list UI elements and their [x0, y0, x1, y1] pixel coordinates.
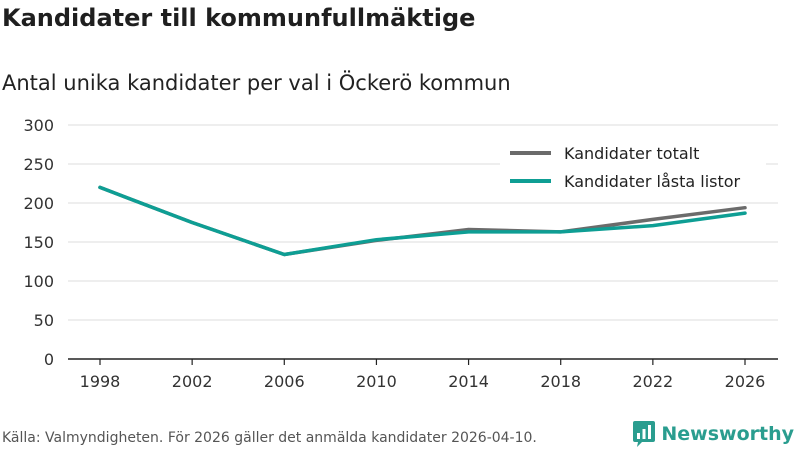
y-tick-label: 250 [23, 155, 54, 174]
y-axis-labels: 0 50 100 150 200 250 300 [23, 116, 54, 369]
legend-label-2: Kandidater låsta listor [564, 172, 741, 191]
chart-title: Kandidater till kommunfullmäktige [2, 4, 476, 32]
brand-name: Newsworthy [661, 423, 794, 445]
legend-background [500, 138, 766, 200]
x-tick-label: 2018 [540, 372, 581, 391]
y-tick-label: 50 [34, 311, 54, 330]
x-axis [68, 358, 778, 365]
x-axis-labels: 1998 2002 2006 2010 2014 2018 2022 2026 [80, 372, 766, 391]
y-tick-label: 100 [23, 272, 54, 291]
legend-label-1: Kandidater totalt [564, 144, 699, 163]
y-tick-label: 300 [23, 116, 54, 135]
line-chart: 0 50 100 150 200 250 300 1998 2002 2006 2010 2014 2… [23, 116, 778, 391]
x-tick-label: 1998 [80, 372, 121, 391]
x-tick-label: 2014 [448, 372, 489, 391]
series-lines [98, 185, 747, 257]
x-tick-label: 2026 [725, 372, 766, 391]
x-tick-label: 2002 [172, 372, 213, 391]
x-tick-label: 2010 [356, 372, 397, 391]
legend: Kandidater totalt Kandidater låsta listor [500, 138, 766, 200]
y-tick-label: 200 [23, 194, 54, 213]
series-line-2 [98, 185, 747, 257]
x-tick-label: 2022 [632, 372, 673, 391]
chart-subtitle: Antal unika kandidater per val i Öckerö … [2, 71, 511, 95]
newsworthy-logo: Newsworthy [632, 420, 794, 448]
gridlines [68, 124, 778, 321]
source-note: Källa: Valmyndigheten. För 2026 gäller d… [2, 430, 537, 446]
y-tick-label: 150 [23, 233, 54, 252]
bar-chart-icon [633, 421, 656, 447]
x-tick-label: 2006 [264, 372, 305, 391]
y-tick-label: 0 [44, 350, 54, 369]
